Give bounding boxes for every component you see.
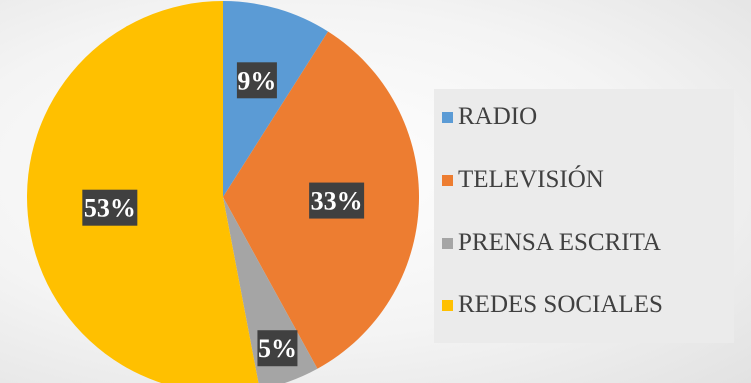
pie-data-labels: 9% 33% 5% 53% (82, 62, 365, 367)
legend-item-redes-sociales: REDES SOCIALES (442, 291, 663, 319)
legend-item-radio: RADIO (442, 103, 537, 131)
legend-swatch-prensa-escrita (442, 237, 453, 249)
data-label-redes-sociales: 53% (82, 189, 138, 226)
data-label-television: 33% (309, 182, 365, 219)
data-label-box-prensa-escrita (257, 330, 298, 367)
data-label-text-prensa-escrita: 5% (258, 334, 297, 363)
data-label-radio: 9% (236, 62, 277, 99)
legend-label-radio: RADIO (458, 103, 538, 130)
legend-label-prensa-escrita: PRENSA ESCRITA (458, 229, 661, 256)
data-label-box-radio (236, 62, 277, 99)
legend-label-redes-sociales: REDES SOCIALES (458, 291, 663, 318)
legend-swatch-television (442, 174, 453, 186)
pie-slice-redes-sociales (27, 1, 259, 383)
legend-swatch-radio (442, 111, 453, 123)
chart-legend: RADIO TELEVISIÓN PRENSA ESCRITA REDES SO… (434, 89, 734, 343)
data-label-text-redes-sociales: 53% (84, 194, 136, 223)
legend-label-television: TELEVISIÓN (458, 166, 604, 193)
legend-item-television: TELEVISIÓN (442, 166, 604, 194)
pie-slices (27, 1, 419, 383)
data-label-box-redes-sociales (82, 189, 138, 226)
pie-slice-radio (223, 1, 329, 197)
legend-item-prensa-escrita: PRENSA ESCRITA (442, 229, 661, 257)
data-label-prensa-escrita: 5% (257, 330, 298, 367)
data-label-text-television: 33% (311, 187, 363, 216)
data-label-box-television (309, 182, 365, 219)
data-label-text-radio: 9% (237, 66, 276, 95)
legend-swatch-redes-sociales (442, 299, 453, 311)
